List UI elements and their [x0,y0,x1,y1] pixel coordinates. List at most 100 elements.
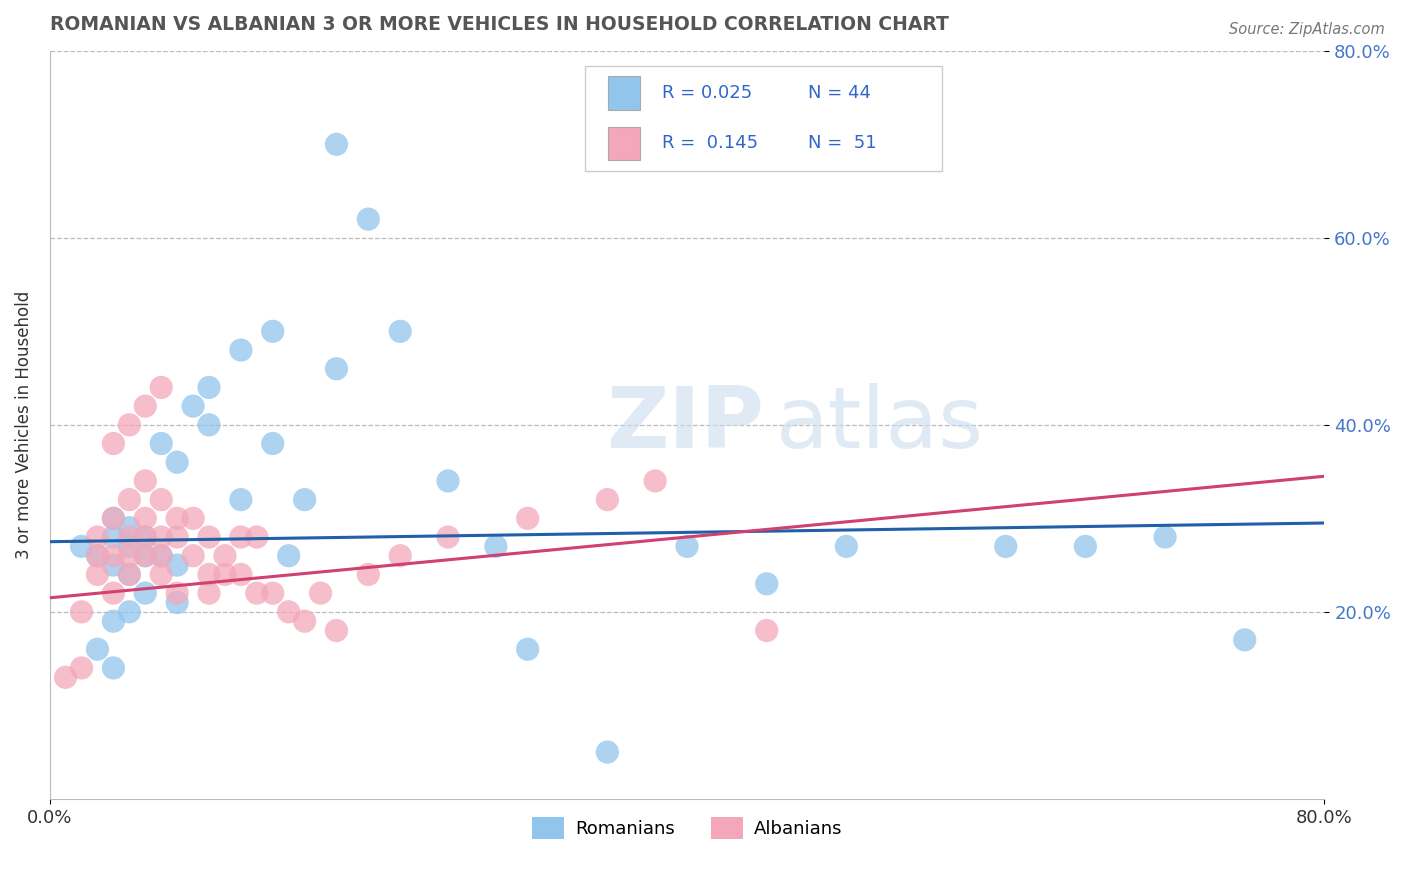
Point [103,558,125,573]
Point [150,380,173,394]
Point [389,324,412,338]
FancyBboxPatch shape [607,127,640,160]
Point [755,624,778,638]
Point [166,511,188,525]
Point [103,511,125,525]
Point [134,399,156,413]
Point [262,324,284,338]
Point [86,549,108,563]
Point [181,511,204,525]
Point [262,436,284,450]
Point [134,474,156,488]
Point [357,567,380,582]
Point [437,474,460,488]
Point [150,549,173,563]
Point [294,492,316,507]
Point [134,586,156,600]
Point [86,530,108,544]
Point [198,380,221,394]
Point [1154,530,1177,544]
Point [516,642,538,657]
Point [150,492,173,507]
Point [166,558,188,573]
Point [437,530,460,544]
Text: R =  0.145: R = 0.145 [662,135,758,153]
Point [118,540,141,554]
Point [1233,632,1256,647]
Point [214,549,236,563]
Point [118,492,141,507]
Point [755,576,778,591]
Text: N = 44: N = 44 [808,84,872,102]
Point [229,530,252,544]
Text: ZIP: ZIP [606,384,763,467]
Point [166,455,188,469]
Point [596,745,619,759]
Point [118,567,141,582]
Point [103,511,125,525]
Point [198,530,221,544]
Point [198,567,221,582]
Point [229,567,252,582]
Point [103,549,125,563]
Point [55,670,77,684]
Point [86,567,108,582]
Point [389,549,412,563]
FancyBboxPatch shape [585,66,942,170]
Point [166,530,188,544]
Point [86,549,108,563]
Point [166,595,188,609]
Point [118,521,141,535]
Point [150,567,173,582]
Point [676,540,699,554]
Point [118,567,141,582]
Point [325,624,347,638]
Point [1074,540,1097,554]
Point [70,661,93,675]
Point [166,586,188,600]
FancyBboxPatch shape [607,76,640,110]
Point [150,530,173,544]
Point [294,614,316,628]
Point [103,530,125,544]
Point [277,605,299,619]
Text: R = 0.025: R = 0.025 [662,84,752,102]
Point [70,605,93,619]
Y-axis label: 3 or more Vehicles in Household: 3 or more Vehicles in Household [15,291,32,559]
Point [134,530,156,544]
Point [103,661,125,675]
Point [118,549,141,563]
Point [246,530,269,544]
Point [262,586,284,600]
Point [229,343,252,357]
Point [198,586,221,600]
Text: atlas: atlas [776,384,984,467]
Text: N =  51: N = 51 [808,135,877,153]
Point [150,436,173,450]
Point [134,511,156,525]
Point [181,399,204,413]
Point [277,549,299,563]
Text: ROMANIAN VS ALBANIAN 3 OR MORE VEHICLES IN HOUSEHOLD CORRELATION CHART: ROMANIAN VS ALBANIAN 3 OR MORE VEHICLES … [49,15,949,34]
Point [835,540,858,554]
Point [134,549,156,563]
Point [357,212,380,227]
Point [181,549,204,563]
Point [229,492,252,507]
Point [103,436,125,450]
Point [118,417,141,432]
Point [325,361,347,376]
Point [103,586,125,600]
Point [325,137,347,152]
Point [596,492,619,507]
Text: Source: ZipAtlas.com: Source: ZipAtlas.com [1229,22,1385,37]
Point [118,605,141,619]
Point [118,530,141,544]
Point [150,549,173,563]
Point [214,567,236,582]
Point [86,642,108,657]
Point [516,511,538,525]
Point [994,540,1017,554]
Point [309,586,332,600]
Point [198,417,221,432]
